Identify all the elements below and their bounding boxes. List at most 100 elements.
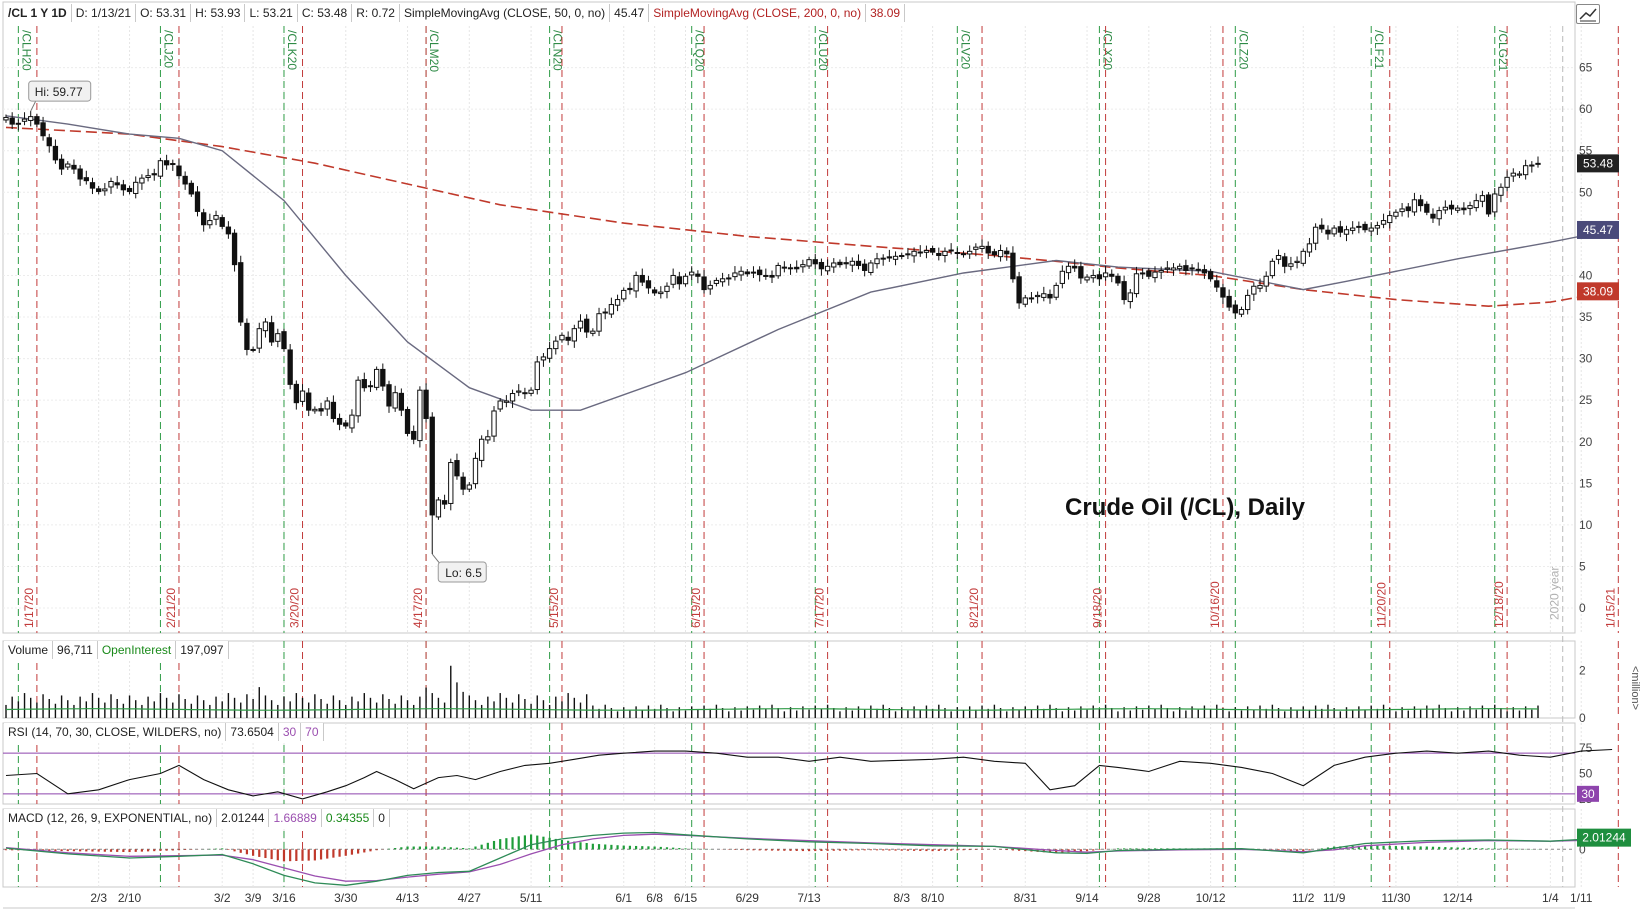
x-tick-label: 6/29 (736, 891, 760, 905)
candle-body-up (1300, 250, 1306, 264)
volume-label[interactable]: Volume (4, 641, 54, 659)
candle-body-up (207, 220, 213, 226)
candle (108, 177, 114, 194)
candle-body-down (843, 262, 849, 265)
candle (509, 389, 516, 408)
macd-label[interactable]: MACD (12, 26, 9, EXPONENTIAL, no) (4, 809, 218, 827)
candle (1424, 201, 1430, 216)
candle-body-down (287, 349, 293, 385)
candle (58, 154, 65, 175)
candle (65, 161, 71, 170)
y-tick-label: 20 (1579, 435, 1593, 449)
rsi-value: 73.6504 (226, 723, 279, 741)
symbol-label[interactable]: /CL 1 Y 1D (4, 4, 72, 22)
candle-body-down (627, 287, 633, 291)
candle (306, 388, 312, 417)
candle (1485, 192, 1492, 217)
candle-body-up (1312, 226, 1319, 244)
candle-body-down (40, 122, 46, 137)
candle-body-down (645, 280, 652, 289)
candle (571, 324, 577, 348)
candle-body-down (454, 460, 460, 477)
candle (769, 270, 775, 284)
candle-body-down (244, 322, 250, 350)
macd-flag-label: 2.01244 (1582, 831, 1626, 845)
candle (781, 261, 788, 273)
candle (979, 239, 985, 253)
candle-body-up (577, 320, 584, 329)
candle (268, 315, 275, 346)
candle (448, 458, 454, 511)
candle-body-down (1195, 268, 1201, 271)
open-interest-label[interactable]: OpenInterest (97, 641, 177, 659)
candle-body-up (349, 414, 355, 429)
macd-line (5, 831, 1613, 886)
candle-body-up (312, 408, 318, 412)
candle-body-up (1102, 272, 1109, 278)
volume-y-tick-label: 2 (1579, 664, 1586, 678)
candle-body-down (936, 253, 942, 256)
candle (151, 168, 157, 181)
candle (83, 170, 89, 185)
candle (1455, 205, 1461, 214)
candle-body-down (1004, 250, 1010, 255)
candle (553, 336, 559, 355)
y-tick-label: 0 (1579, 601, 1586, 615)
y-tick-label: 35 (1579, 310, 1593, 324)
candle-body-down (201, 212, 207, 226)
candle-body-up (608, 304, 615, 315)
drawing-tools-icon[interactable] (1576, 4, 1600, 24)
candle-body-up (1535, 162, 1541, 165)
candle (188, 180, 194, 197)
candle-body-down (219, 217, 225, 227)
open-interest-line (5, 708, 1539, 711)
candle (139, 174, 145, 190)
candle (120, 179, 127, 196)
candle-body-down (34, 116, 40, 125)
candle-body-down (676, 276, 683, 285)
x-tick-label: 4/27 (458, 891, 482, 905)
candle (1170, 263, 1177, 276)
candle (621, 287, 627, 302)
candle (886, 249, 893, 262)
candle-body-down (361, 379, 367, 389)
candle-body-down (1282, 256, 1288, 267)
x-tick-label: 8/3 (893, 891, 910, 905)
candle (1238, 306, 1245, 318)
candle (676, 271, 683, 290)
range-readout: R: 0.72 (352, 4, 400, 22)
candle (454, 453, 460, 480)
x-tick-label: 10/12 (1196, 891, 1226, 905)
contract-marker-label: /CLV20 (958, 30, 972, 69)
candle-body-up (478, 438, 485, 461)
candle (1535, 156, 1541, 168)
candle-body-down (367, 385, 374, 388)
candle-body-down (960, 253, 967, 256)
candle-body-down (1448, 204, 1455, 210)
candle-body-down (1337, 226, 1343, 233)
candle-body-up (726, 277, 732, 280)
candle (95, 185, 102, 195)
candle (460, 472, 466, 496)
candle-body-up (1399, 208, 1405, 213)
candle-body-up (750, 271, 757, 274)
candle-body-up (157, 160, 164, 177)
contract-marker-label: /CLG21 (1496, 30, 1510, 72)
candle-body-up (1053, 284, 1059, 298)
rsi-label[interactable]: RSI (14, 70, 30, CLOSE, WILDERS, no) (4, 723, 227, 741)
candle (1282, 252, 1288, 274)
sma50-label[interactable]: SimpleMovingAvg (CLOSE, 50, 0, no) (399, 4, 611, 22)
expiry-marker-label: 7/17/20 (813, 588, 827, 628)
candle (645, 275, 652, 294)
x-tick-label: 2/10 (118, 891, 142, 905)
candle (1300, 248, 1306, 267)
candle-body-up (1065, 265, 1072, 274)
sma200-label[interactable]: SimpleMovingAvg (CLOSE, 200, 0, no) (649, 4, 867, 22)
candle (800, 259, 806, 273)
candle-body-down (268, 322, 275, 343)
candle-body-up (133, 181, 139, 194)
candle (15, 119, 22, 131)
candle (929, 245, 936, 256)
candle-body-up (763, 274, 769, 277)
candle (1492, 188, 1498, 217)
